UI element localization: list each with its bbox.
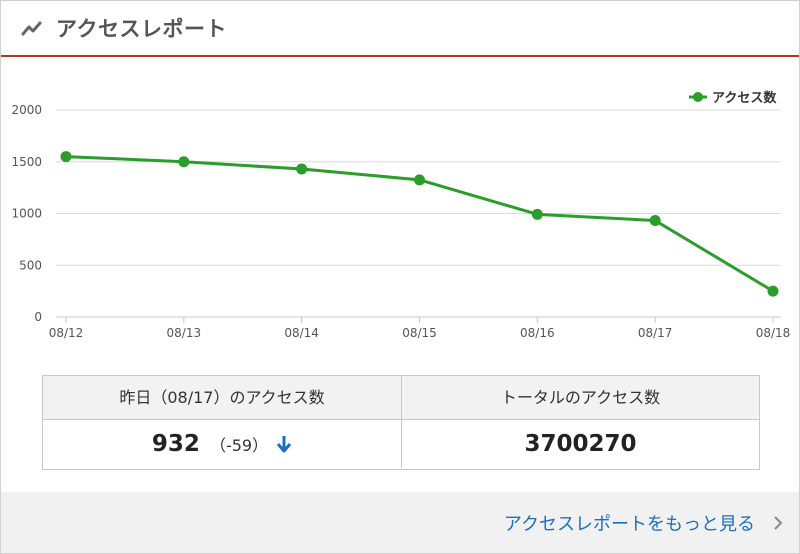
y-tick-label: 1000 bbox=[11, 207, 42, 221]
legend-label: アクセス数 bbox=[712, 90, 777, 106]
summary-value-row: 932 （-59） 3700270 bbox=[43, 420, 759, 468]
data-point bbox=[414, 174, 425, 186]
x-tick-label: 08/15 bbox=[402, 326, 437, 340]
access-line-chart: 0 500 1000 1500 2000 08/12 08/13 08/14 08/15 08/1… bbox=[1, 59, 799, 359]
total-header: トータルのアクセス数 bbox=[401, 376, 759, 420]
arrow-down-icon bbox=[276, 435, 292, 453]
panel-footer: アクセスレポートをもっと見る bbox=[1, 492, 799, 553]
yesterday-cell: 932 （-59） bbox=[43, 420, 401, 468]
yesterday-delta: （-59） bbox=[209, 436, 269, 455]
data-point bbox=[60, 151, 72, 163]
y-tick-label: 1500 bbox=[11, 155, 42, 169]
more-report-link[interactable]: アクセスレポートをもっと見る bbox=[503, 513, 755, 535]
x-tick-label: 08/17 bbox=[638, 326, 673, 340]
yesterday-value: 932 bbox=[151, 431, 200, 457]
summary-table: 昨日（08/17）のアクセス数 トータルのアクセス数 932 （-59） 370… bbox=[42, 375, 760, 470]
total-value: 3700270 bbox=[524, 431, 637, 457]
data-point bbox=[767, 285, 779, 297]
chevron-right-icon[interactable] bbox=[773, 515, 783, 531]
x-tick-label: 08/14 bbox=[284, 326, 319, 340]
y-tick-label: 0 bbox=[34, 310, 42, 324]
y-tick-label: 500 bbox=[19, 258, 42, 272]
y-tick-label: 2000 bbox=[11, 103, 42, 117]
chart-svg: 0 500 1000 1500 2000 08/12 08/13 08/14 08/15 08/1… bbox=[11, 90, 791, 340]
x-tick-label: 08/18 bbox=[756, 326, 791, 340]
x-tick-label: 08/12 bbox=[49, 326, 84, 340]
x-tick-label: 08/16 bbox=[520, 326, 555, 340]
panel-header: アクセスレポート bbox=[1, 1, 799, 57]
yesterday-header: 昨日（08/17）のアクセス数 bbox=[43, 376, 401, 420]
data-point bbox=[178, 156, 190, 168]
page-title: アクセスレポート bbox=[56, 17, 227, 41]
data-point bbox=[649, 215, 661, 227]
trend-icon bbox=[21, 17, 43, 39]
legend-swatch-dot bbox=[693, 92, 703, 102]
total-cell: 3700270 bbox=[401, 420, 759, 468]
x-tick-label: 08/13 bbox=[167, 326, 202, 340]
data-point bbox=[296, 163, 308, 175]
summary-header-row: 昨日（08/17）のアクセス数 トータルのアクセス数 bbox=[43, 376, 759, 420]
data-point bbox=[531, 208, 543, 220]
